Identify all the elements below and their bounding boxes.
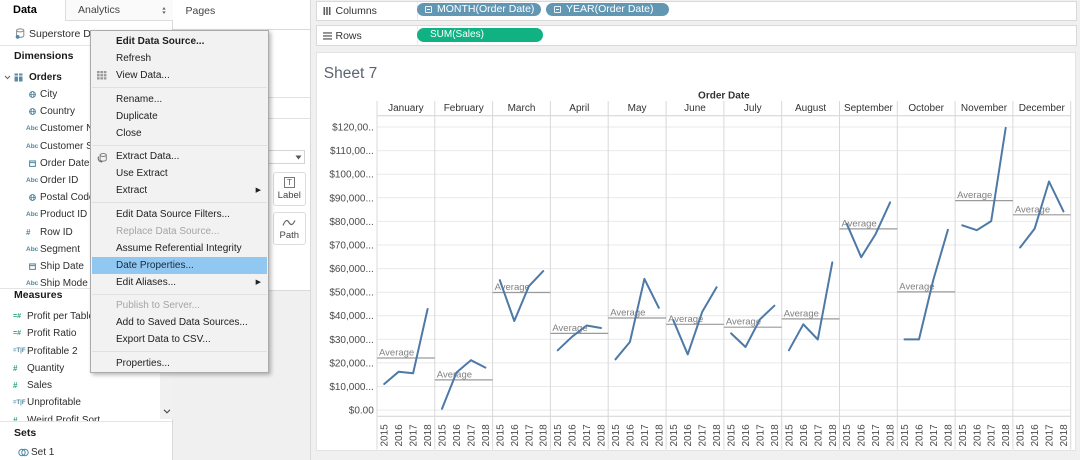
svg-text:Average: Average [437, 369, 472, 380]
svg-text:$20,000...: $20,000... [329, 358, 373, 369]
svg-text:Average: Average [610, 307, 645, 318]
svg-text:2015: 2015 [611, 423, 622, 446]
svg-text:October: October [908, 102, 944, 113]
svg-text:2017: 2017 [582, 423, 593, 446]
svg-text:August: August [795, 102, 826, 113]
svg-text:Order Date: Order Date [698, 90, 750, 101]
svg-text:2015: 2015 [784, 423, 795, 446]
svg-text:Average: Average [379, 347, 414, 358]
svg-text:$100,00...: $100,00... [329, 169, 373, 180]
svg-text:September: September [844, 102, 894, 113]
svg-text:2018: 2018 [654, 423, 665, 446]
svg-text:2018: 2018 [770, 423, 781, 446]
svg-text:2017: 2017 [640, 423, 651, 446]
svg-text:2017: 2017 [408, 423, 419, 446]
svg-text:2018: 2018 [1001, 423, 1012, 446]
svg-text:$40,000...: $40,000... [329, 311, 373, 322]
svg-text:2016: 2016 [799, 423, 810, 446]
svg-text:2015: 2015 [495, 423, 506, 446]
svg-text:2017: 2017 [813, 423, 824, 446]
svg-text:2016: 2016 [625, 423, 636, 446]
svg-text:T: T [287, 179, 292, 188]
svg-text:2016: 2016 [394, 423, 405, 446]
svg-text:2018: 2018 [885, 423, 896, 446]
svg-text:2018: 2018 [1059, 423, 1070, 446]
svg-text:2016: 2016 [972, 423, 983, 446]
svg-text:2015: 2015 [379, 423, 390, 446]
svg-text:2018: 2018 [423, 423, 434, 446]
svg-text:2015: 2015 [958, 423, 969, 446]
svg-text:April: April [569, 102, 589, 113]
svg-text:$80,000...: $80,000... [329, 216, 373, 227]
svg-text:$120,00..: $120,00.. [332, 122, 374, 133]
svg-text:Average: Average [783, 308, 818, 319]
svg-text:Average: Average [494, 282, 529, 293]
svg-text:June: June [684, 102, 706, 113]
svg-text:2017: 2017 [929, 423, 940, 446]
svg-text:2018: 2018 [828, 423, 839, 446]
svg-text:$110,00...: $110,00... [330, 146, 374, 157]
svg-text:2016: 2016 [1030, 423, 1041, 446]
svg-text:Average: Average [552, 322, 587, 333]
svg-text:2017: 2017 [697, 423, 708, 446]
svg-text:2015: 2015 [726, 423, 737, 446]
svg-text:Average: Average [1015, 204, 1050, 215]
svg-text:March: March [507, 102, 535, 113]
svg-text:2017: 2017 [986, 423, 997, 446]
svg-text:Average: Average [957, 190, 992, 201]
svg-text:2016: 2016 [567, 423, 578, 446]
svg-text:2018: 2018 [538, 423, 549, 446]
svg-text:2016: 2016 [856, 423, 867, 446]
svg-text:2015: 2015 [842, 423, 853, 446]
svg-text:Average: Average [668, 313, 703, 324]
svg-text:2015: 2015 [1015, 423, 1026, 446]
svg-text:May: May [627, 102, 646, 113]
svg-text:$90,000...: $90,000... [329, 193, 373, 204]
svg-text:$0.00: $0.00 [349, 405, 374, 416]
svg-text:2017: 2017 [1044, 423, 1055, 446]
svg-text:2016: 2016 [683, 423, 694, 446]
svg-text:$50,000...: $50,000... [329, 287, 373, 298]
svg-text:$70,000...: $70,000... [329, 240, 373, 251]
svg-text:July: July [744, 102, 762, 113]
svg-text:2017: 2017 [466, 423, 477, 446]
svg-text:$30,000...: $30,000... [329, 334, 373, 345]
svg-text:2017: 2017 [871, 423, 882, 446]
svg-text:$60,000...: $60,000... [329, 264, 373, 275]
svg-text:2015: 2015 [900, 423, 911, 446]
svg-text:$10,000...: $10,000... [329, 382, 373, 393]
svg-text:2016: 2016 [452, 423, 463, 446]
svg-text:2018: 2018 [712, 423, 723, 446]
svg-text:2017: 2017 [755, 423, 766, 446]
svg-text:December: December [1019, 102, 1066, 113]
svg-text:February: February [443, 102, 483, 113]
svg-text:2015: 2015 [553, 423, 564, 446]
svg-text:2016: 2016 [510, 423, 521, 446]
svg-text:2018: 2018 [943, 423, 954, 446]
svg-text:2018: 2018 [481, 423, 492, 446]
svg-text:2018: 2018 [596, 423, 607, 446]
svg-text:January: January [388, 102, 424, 113]
svg-text:Average: Average [841, 218, 876, 229]
svg-text:2016: 2016 [741, 423, 752, 446]
svg-text:Average: Average [899, 281, 934, 292]
svg-text:2017: 2017 [524, 423, 535, 446]
svg-text:November: November [961, 102, 1008, 113]
svg-text:2015: 2015 [437, 423, 448, 446]
svg-text:Average: Average [726, 316, 761, 327]
svg-text:2015: 2015 [669, 423, 680, 446]
svg-text:2016: 2016 [914, 423, 925, 446]
